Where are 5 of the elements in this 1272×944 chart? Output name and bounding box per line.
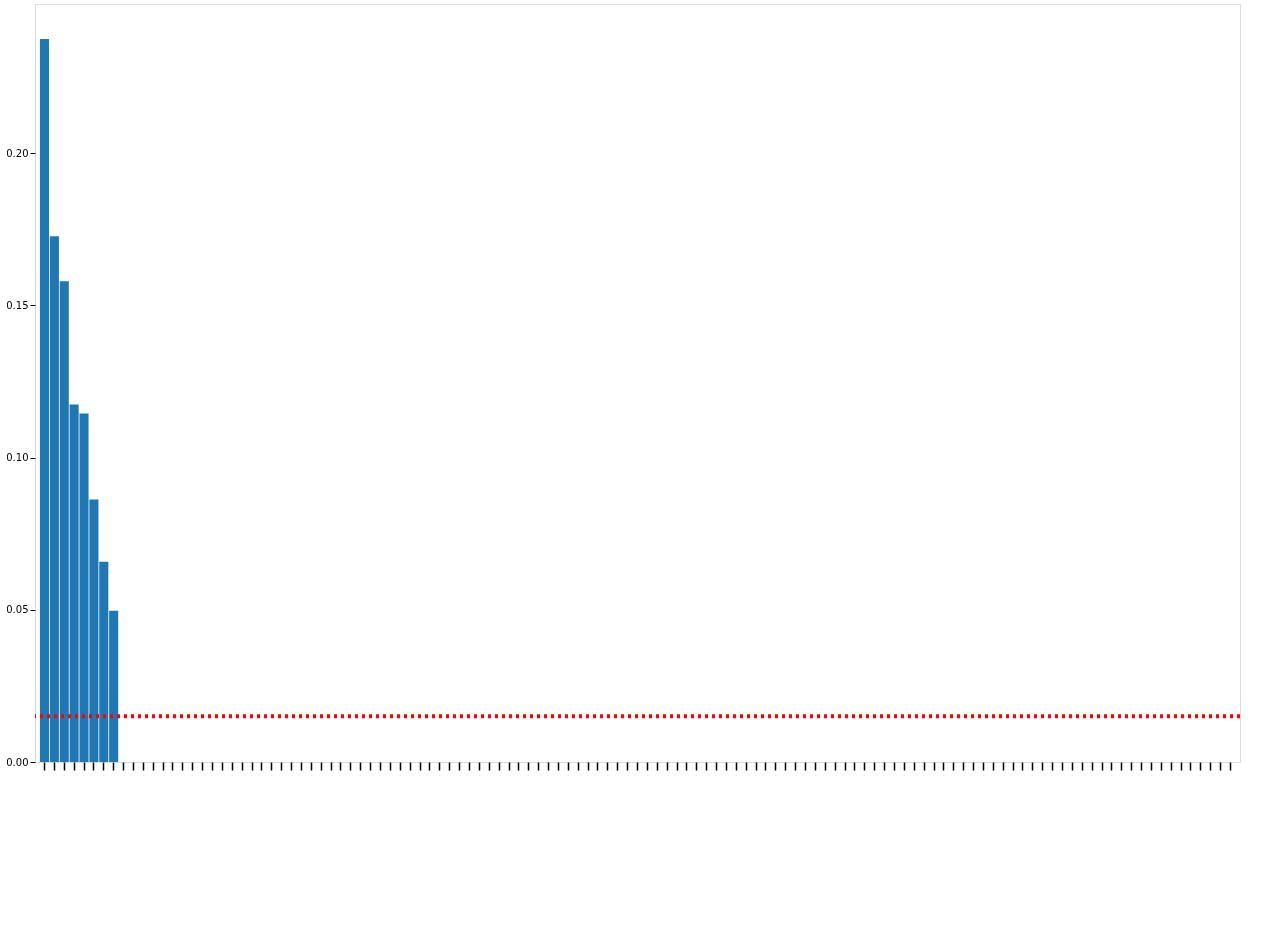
y-tick-label: 0.00 <box>6 756 29 768</box>
y-tick-label: 0.05 <box>6 604 29 616</box>
y-tick-label: 0.20 <box>6 147 29 159</box>
y-tick-label: 0.15 <box>6 299 29 311</box>
y-tick-label: 0.10 <box>6 452 29 464</box>
